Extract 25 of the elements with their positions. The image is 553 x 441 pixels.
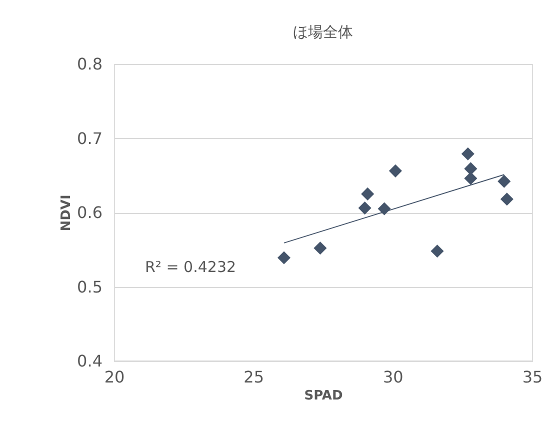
y-tick-label: 0.5 [77, 277, 102, 296]
point [314, 242, 327, 255]
x-tick-label: 35 [522, 368, 543, 386]
chart-title: ほ場全体 [293, 23, 353, 41]
point [277, 251, 291, 264]
y-tick-label: 0.6 [77, 203, 102, 222]
x-axis-title: SPAD [304, 388, 343, 404]
point [461, 147, 474, 160]
point [500, 192, 514, 206]
y-tick-label: 0.4 [77, 352, 102, 370]
point [464, 162, 478, 176]
point [430, 244, 444, 258]
point [358, 202, 372, 215]
x-tick-label: 20 [104, 368, 125, 386]
point [464, 172, 478, 185]
y-tick-label: 0.7 [77, 128, 102, 148]
x-tick-label: 30 [382, 368, 404, 386]
y-tick-label: 0.8 [77, 54, 102, 74]
point [378, 202, 391, 216]
point [498, 174, 511, 188]
annotation: R² = 0.4232 [145, 258, 236, 276]
x-tick-label: 25 [244, 368, 264, 386]
point [388, 164, 402, 178]
point [361, 187, 374, 200]
y-axis-title: NDVI [59, 194, 74, 232]
